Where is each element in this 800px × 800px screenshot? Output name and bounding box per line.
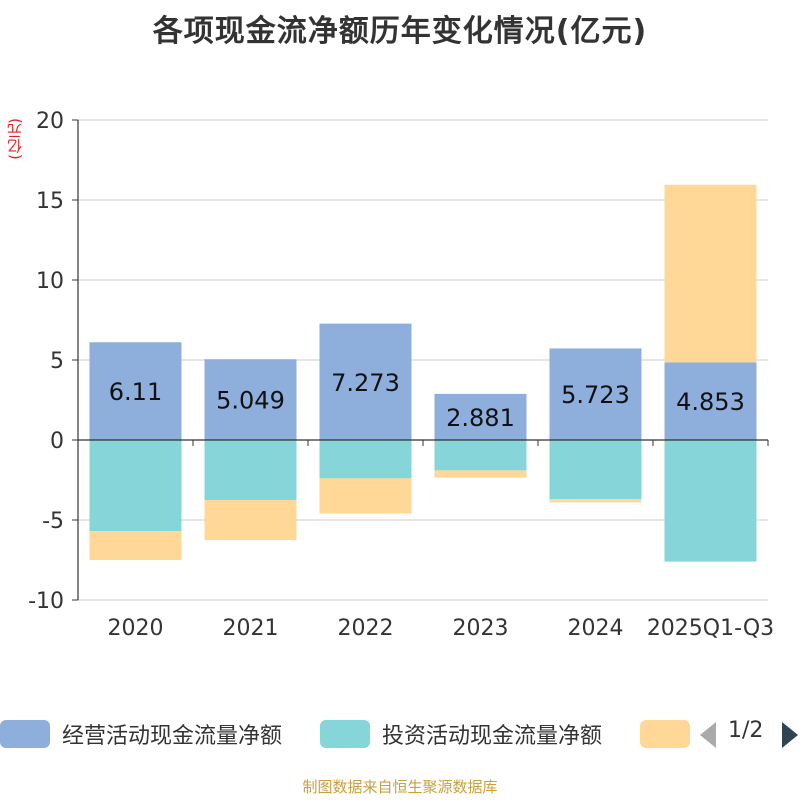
x-tick-label: 2020 [108,616,164,641]
y-tick-label: 20 [36,109,64,134]
bar-value-label: 4.853 [676,388,745,416]
x-tick-label: 2025Q1-Q3 [647,616,774,641]
legend-label-operating: 经营活动现金流量净额 [62,724,283,749]
legend-item-investing[interactable]: 投资活动现金流量净额 [320,712,602,756]
y-tick-label: 10 [36,269,64,294]
y-tick-label: 5 [50,349,64,374]
x-tick-label: 2024 [568,616,624,641]
bars [89,184,757,562]
bar-operating-5[interactable] [664,362,757,440]
bar-financing-3[interactable] [434,470,527,478]
y-axis-unit-label: (亿元) [6,118,24,160]
bar-value-label: 2.881 [446,404,515,432]
bar-investing-0[interactable] [89,440,182,532]
legend-item-financing[interactable] [640,712,690,756]
legend: 经营活动现金流量净额 投资活动现金流量净额 [0,712,800,756]
grid-lines [78,119,768,601]
axes [72,119,769,601]
source-note: 制图数据来自恒生聚源数据库 [302,778,498,796]
labels: 20 15 10 5 0 -5 -10 6.11 2020 5.049 2021 7.273 2022 2… [28,109,774,641]
bar-operating-2[interactable] [319,323,412,440]
bar-investing-4[interactable] [549,440,642,500]
cash-flow-chart: 20 15 10 5 0 -5 -10 6.11 2020 5.049 2021 7.273 2022 2… [28,109,774,641]
bar-investing-5[interactable] [664,440,757,562]
legend-item-operating[interactable]: 经营活动现金流量净额 [0,712,282,756]
x-tick-label: 2022 [338,616,394,641]
bar-value-label: 5.723 [561,381,630,409]
x-tick-label: 2021 [223,616,279,641]
bar-operating-1[interactable] [204,359,297,440]
bar-value-label: 7.273 [331,369,400,397]
bar-value-label: 6.11 [109,378,162,406]
y-tick-label: 15 [36,189,64,214]
legend-page-indicator: 1/2 [728,718,764,743]
bar-investing-3[interactable] [434,440,527,471]
x-tick-label: 2023 [453,616,509,641]
bar-financing-0[interactable] [89,531,182,560]
bar-financing-2[interactable] [319,478,412,514]
bar-financing-1[interactable] [204,500,297,540]
legend-prev-page-icon[interactable] [700,722,716,748]
legend-swatch-investing [320,720,370,748]
bar-operating-3[interactable] [434,393,527,440]
chart-title: 各项现金流净额历年变化情况(亿元) [152,14,648,49]
bar-value-label: 5.049 [216,387,285,415]
legend-label-investing: 投资活动现金流量净额 [382,724,603,749]
legend-swatch-financing [640,720,690,748]
y-tick-label: -5 [42,509,64,534]
bar-financing-5[interactable] [664,184,757,363]
bar-investing-1[interactable] [204,440,297,500]
y-tick-label: -10 [28,589,64,614]
bar-operating-0[interactable] [89,342,182,440]
bar-investing-2[interactable] [319,440,412,479]
legend-swatch-operating [0,720,50,748]
bar-financing-4[interactable] [549,499,642,503]
y-tick-label: 0 [50,429,64,454]
bar-operating-4[interactable] [549,348,642,440]
legend-next-page-icon[interactable] [782,722,798,748]
